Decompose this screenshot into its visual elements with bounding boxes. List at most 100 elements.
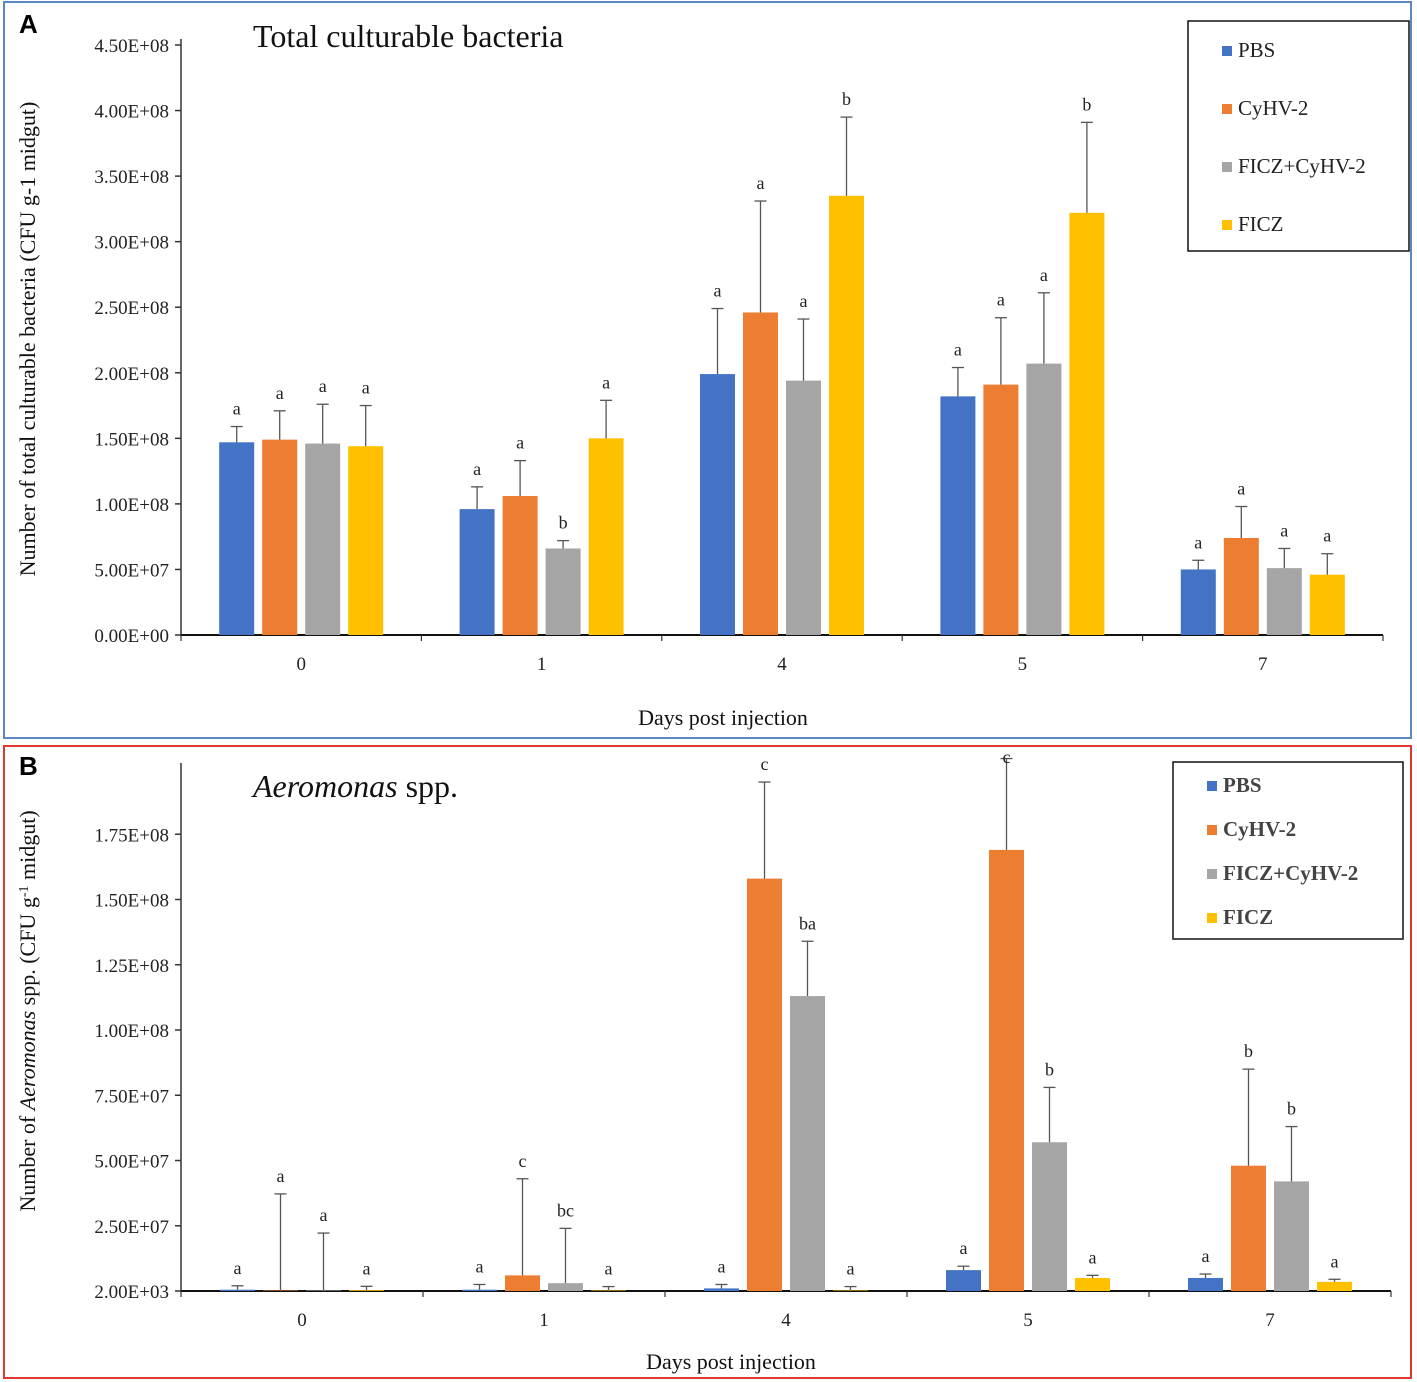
y-tick-label: 1.50E+08: [94, 891, 169, 912]
bar: [349, 1290, 384, 1291]
bar: [940, 396, 976, 635]
significance-letter: a: [1237, 479, 1245, 499]
x-axis-title: Days post injection: [646, 1349, 816, 1374]
y-tick-label: 2.50E+07: [94, 1217, 169, 1238]
y-tick-label: 5.00E+07: [94, 560, 169, 581]
significance-letter: b: [1244, 1041, 1253, 1061]
x-tick-label: 7: [1265, 1310, 1275, 1331]
y-axis-title: Number of Aeromonas spp. (CFU g-1 midgut…: [15, 810, 40, 1211]
chart-title-italic: Aeromonas: [251, 768, 398, 804]
y-tick-label: 7.50E+07: [94, 1086, 169, 1107]
significance-letter: b: [1287, 1099, 1296, 1119]
significance-letter: a: [1323, 526, 1331, 546]
y-axis-title: Number of total culturable bacteria (CFU…: [15, 102, 40, 577]
bar: [1026, 363, 1062, 635]
bar: [502, 496, 538, 635]
significance-letter: a: [1280, 520, 1288, 540]
y-axis-title-part: -1: [17, 885, 32, 897]
y-tick-label: 3.00E+08: [94, 233, 169, 254]
y-tick-label: 3.50E+08: [94, 167, 169, 188]
bar: [219, 442, 255, 635]
significance-letter: a: [602, 372, 610, 392]
panel-b: B Aeromonas spp. 2.00E+03 2.50E+07 5.00E+07 7…: [3, 745, 1412, 1379]
significance-letter: a: [757, 173, 765, 193]
significance-letter: b: [1045, 1059, 1054, 1079]
y-axis-title-part: Aeromonas: [15, 1011, 40, 1112]
x-tick-label: 0: [297, 1310, 307, 1331]
bar: [545, 548, 581, 635]
significance-letter: c: [761, 754, 769, 774]
bar: [1266, 568, 1302, 635]
legend-swatch: [1222, 104, 1232, 114]
significance-letter: a: [276, 383, 284, 403]
x-tick-label: 0: [296, 654, 306, 675]
bar: [220, 1289, 255, 1291]
significance-letter: a: [319, 376, 327, 396]
legend-label: PBS: [1238, 38, 1275, 62]
x-tick-label: 7: [1258, 654, 1268, 675]
significance-letter: a: [718, 1256, 726, 1276]
significance-letter: a: [363, 1258, 371, 1278]
bar: [704, 1288, 739, 1291]
legend-swatch: [1222, 220, 1232, 230]
significance-letter: a: [605, 1259, 613, 1279]
significance-letter: a: [800, 291, 808, 311]
significance-letter: a: [997, 290, 1005, 310]
legend-swatch: [1207, 781, 1217, 791]
bar: [989, 849, 1024, 1291]
legend-swatch: [1207, 913, 1217, 923]
significance-letter: b: [842, 89, 851, 109]
significance-letter: a: [954, 340, 962, 360]
significance-letter: a: [847, 1259, 855, 1279]
significance-letter: b: [1082, 94, 1091, 114]
legend-label: FICZ+CyHV-2: [1223, 861, 1358, 885]
y-tick-label: 1.00E+08: [94, 1021, 169, 1042]
legend-label: CyHV-2: [1238, 96, 1308, 120]
bar: [588, 438, 624, 635]
bar: [1231, 1165, 1266, 1291]
bar: [263, 1290, 298, 1291]
y-tick-label: 2.00E+08: [94, 364, 169, 385]
x-axis-title: Days post injection: [638, 705, 808, 730]
chart-title: Aeromonas spp.: [251, 768, 458, 804]
bar: [505, 1275, 540, 1291]
bar: [591, 1290, 626, 1291]
chart-title: Total culturable bacteria: [253, 18, 563, 54]
significance-letter: a: [1089, 1247, 1097, 1267]
legend-box: [1187, 20, 1410, 252]
bar: [829, 195, 864, 635]
significance-letter: c: [519, 1151, 527, 1171]
legend-swatch: [1207, 869, 1217, 879]
legend-swatch: [1207, 825, 1217, 835]
bar: [700, 374, 735, 635]
significance-letter: a: [516, 433, 524, 453]
bar: [1223, 537, 1259, 635]
significance-letter: b: [559, 513, 568, 533]
y-tick-label: 1.00E+08: [94, 495, 169, 516]
significance-letter: a: [1040, 265, 1048, 285]
significance-letter: a: [1331, 1251, 1339, 1271]
significance-letter: a: [1202, 1246, 1210, 1266]
significance-letter: a: [233, 399, 241, 419]
panel-letter: A: [19, 9, 38, 39]
significance-letter: a: [234, 1258, 242, 1278]
panel-a: A Total culturable bacteria 0.00E+00 5.00E+…: [3, 1, 1412, 739]
significance-letter: bc: [557, 1200, 574, 1220]
x-tick-label: 4: [777, 654, 787, 675]
y-axis-title-part: midgut): [15, 810, 40, 885]
legend-label: FICZ: [1238, 212, 1284, 236]
significance-letter: a: [277, 1166, 285, 1186]
bar: [983, 384, 1019, 635]
x-tick-label: 5: [1023, 1310, 1033, 1331]
y-tick-label: 4.50E+08: [94, 36, 169, 57]
panel-letter: B: [19, 751, 38, 781]
legend-swatch: [1222, 46, 1232, 56]
bar: [790, 996, 825, 1291]
bar: [786, 380, 821, 635]
bar: [1188, 1277, 1223, 1291]
legend-box: [1172, 761, 1404, 940]
x-tick-label: 1: [539, 1310, 549, 1331]
significance-letter: ba: [799, 913, 816, 933]
bar: [548, 1283, 583, 1291]
bar: [833, 1290, 868, 1291]
